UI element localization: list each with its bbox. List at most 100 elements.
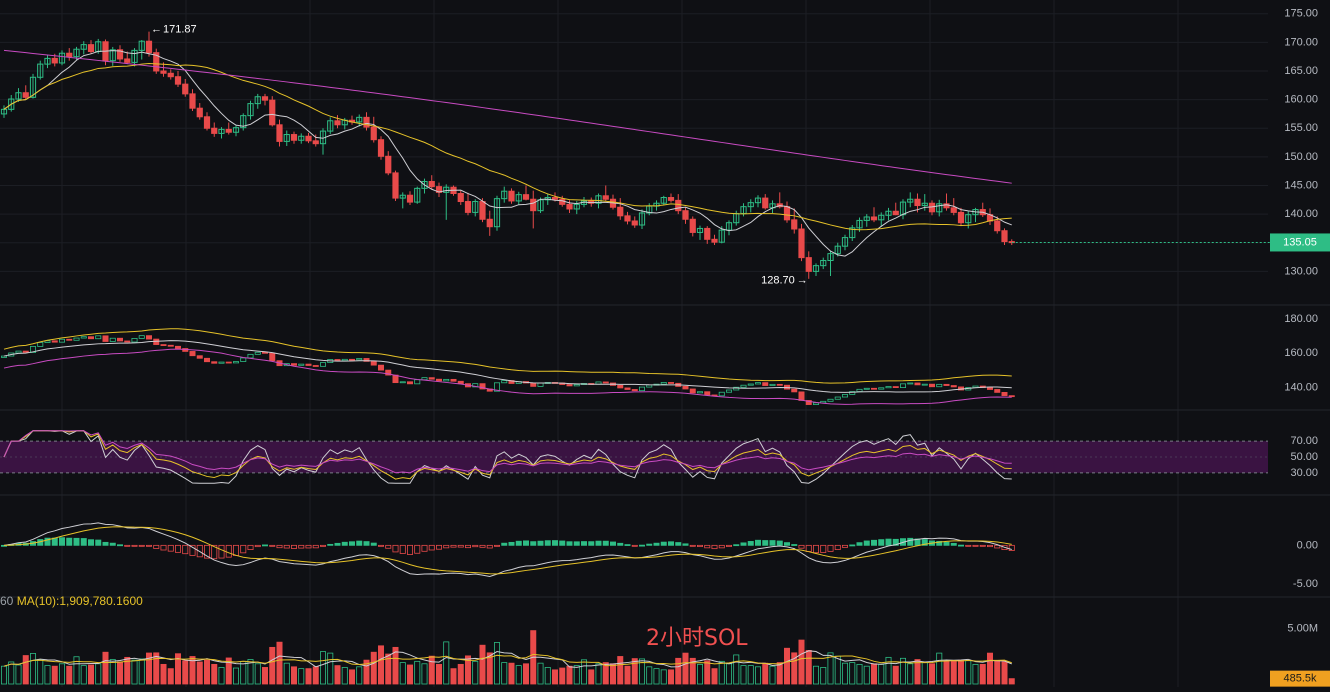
overlay-candle [138,335,145,339]
candle-body [493,198,501,228]
last-price-tag [1270,233,1330,252]
overlay-candle [914,382,921,386]
candle-body [167,72,174,78]
overlay-candle [44,340,51,343]
overlay-candle [885,386,892,389]
macd-bar [523,540,530,546]
volume-bar [602,662,609,685]
volume-bar [196,661,203,685]
candle-body [754,197,762,204]
candle-body [138,40,145,51]
volume-bar [305,668,312,685]
low-marker-arrow: → [797,275,808,287]
candle-body [631,220,638,226]
grid-lines [0,0,1268,687]
macd-bar [631,544,638,547]
volume-bar [921,661,928,685]
last-price-label: 135.05 [1283,236,1317,248]
candle-body [675,199,682,212]
overlay-candle [537,382,544,387]
overlay-candle [501,380,508,384]
overlay-candle [573,384,580,387]
macd-bar [51,537,58,546]
macd-bar [697,544,704,547]
candle-body [312,140,319,145]
volume-bar [987,652,994,685]
candle-body [885,210,892,216]
overlay-candle [617,384,624,389]
macd-bar [921,539,928,546]
macd-bar [559,540,566,546]
volume-bar [588,669,595,685]
candle-body [863,216,870,221]
candle-body [414,187,421,203]
overlay-candle [443,378,450,382]
overlay-candle [762,382,769,386]
candle-body [428,180,435,188]
volume-bar [610,663,617,685]
macd-bar [668,541,675,546]
oscillator-slow-line [3,430,1012,474]
candle-body [522,194,530,200]
volume-bar [740,665,747,685]
volume-bar [232,667,239,685]
volume-bar [457,663,464,685]
candle-body [812,265,820,272]
candle-body [957,211,965,224]
volume-bar [392,646,399,685]
volume-bar [863,665,870,685]
overlay-candle [174,345,181,349]
volume-bar [573,665,580,685]
overlay-candle [59,338,66,343]
volume-bar [203,659,210,685]
macd-bar [965,544,972,547]
macd-bar [435,544,442,550]
low-marker-label: 128.70 [761,275,795,287]
candle-body [58,52,66,64]
volume-bar [153,652,160,685]
volume-bar [44,665,51,685]
macd-bar [493,544,500,547]
overlay-candle [1001,391,1008,397]
macd-bar [160,544,167,551]
candle-body [37,63,44,78]
volume-bar [762,662,769,685]
overlay-candle [312,365,319,367]
volume-bar [29,653,36,685]
overlay-candle [254,351,261,355]
macd-bar [145,544,152,547]
macd-bar [102,541,109,546]
overlay-candle [798,391,805,401]
price-axis-tick: 155.00 [1284,122,1318,134]
volume-bar [385,653,392,685]
volume-bar [182,660,189,685]
volume-bar [878,663,885,685]
candle-body [486,218,493,228]
macd-bar [385,544,392,549]
overlay-candle [290,363,297,366]
macd-bar [979,544,986,547]
macd-bar [834,544,841,550]
candle-body [203,116,211,129]
macd-bar [776,540,783,546]
overlay-candle [842,394,849,398]
macd-bar [138,544,145,547]
candle-body [464,201,472,213]
volume-bar [544,667,551,685]
volume-bar [80,665,87,685]
candle-body [682,210,689,220]
macd-bar [421,544,428,552]
overlay-candles [0,335,1015,405]
volume-bar [929,663,936,685]
volume-bar [377,645,384,685]
overlay-candle [414,379,421,385]
volume-bars [0,630,1015,685]
volume-bar [581,659,588,685]
overlay-candle [776,383,783,386]
volume-bar [8,661,15,685]
macd-bar [356,540,363,546]
volume-bar [269,646,276,685]
chart-watermark: 2小时SOL [646,626,748,651]
